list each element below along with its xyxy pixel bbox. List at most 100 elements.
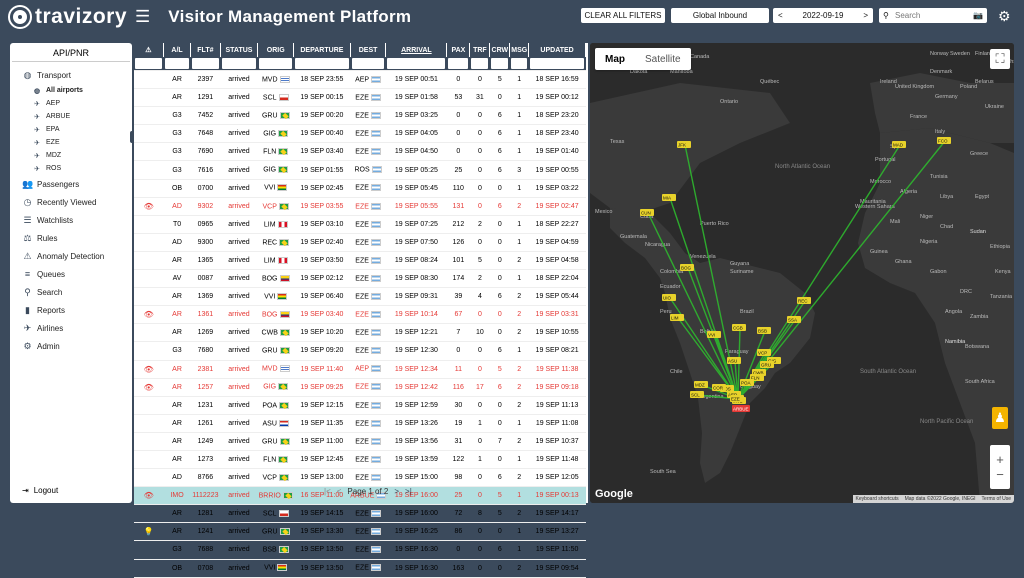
airport-marker-asu[interactable]: ASU [727,357,741,364]
column-filter-1[interactable] [163,57,192,71]
airport-marker-bsb[interactable]: BSB [757,327,771,334]
column-filter-5[interactable] [293,57,351,71]
sidebar-item-recently-viewed[interactable]: ◷ Recently Viewed [10,193,132,211]
airport-marker-rec[interactable]: REC [797,297,811,304]
column-header-3[interactable]: STATUS [220,43,259,57]
table-row[interactable]: 👁 AD 9302 arrived VCP 19 SEP 03:55 EZE 19 SEP 0… [134,197,586,216]
airport-marker-vcp[interactable]: VCP [757,349,771,356]
column-filter-3[interactable] [220,57,259,71]
app-logo[interactable]: travizory [8,0,127,34]
tab-map[interactable]: Map [605,53,625,65]
table-row[interactable]: G3 7616 arrived GIG 19 SEP 01:55 ROS 19 SEP 05… [134,160,586,180]
column-header-11[interactable]: MSG [509,43,530,57]
airport-marker-arbue[interactable]: ARBUE [732,405,750,412]
first-page-button[interactable]: |< [324,487,331,496]
column-filter-2[interactable] [190,57,221,71]
airport-marker-uio[interactable]: UIO [662,294,676,301]
column-header-5[interactable]: DEPARTURE [293,43,351,57]
column-filter-4[interactable] [257,57,295,71]
flight-route-line[interactable] [647,212,739,400]
airport-marker-mad[interactable]: MAD [892,141,906,148]
airport-marker-lim[interactable]: LIM [670,314,684,321]
table-row[interactable]: G3 7690 arrived FLN 19 SEP 03:40 EZE 19 SEP 04… [134,142,586,162]
table-row[interactable]: 💡 AR 1241 arrived GRU 19 SEP 13:30 EZE 19 SEP 1… [134,522,586,542]
airport-marker-cgb[interactable]: CGB [732,324,746,331]
airport-marker-fco[interactable]: FCO [937,137,951,144]
airport-marker-vvi[interactable]: VVI [707,331,721,338]
column-header-6[interactable]: DEST [350,43,387,57]
column-header-1[interactable]: A/L [163,43,192,57]
table-row[interactable]: AR 1249 arrived GRU 19 SEP 11:00 EZE 19 SEP 13… [134,432,586,451]
column-header-12[interactable]: UPDATED [528,43,586,57]
sidebar-item-airlines[interactable]: ✈ Airlines [10,319,132,337]
table-row[interactable]: T0 0965 arrived LIM 19 SEP 03:10 EZE 19 SEP 07… [134,215,586,234]
sidebar-airport-all-airports[interactable]: ◍ All airports [10,84,132,97]
tab-satellite[interactable]: Satellite [645,53,681,65]
table-row[interactable]: AR 1365 arrived LIM 19 SEP 03:50 EZE 19 SEP 08… [134,251,586,271]
sidebar-item-reports[interactable]: ▮ Reports [10,301,132,319]
table-row[interactable]: G3 7648 arrived GIG 19 SEP 00:40 EZE 19 SEP 04… [134,124,586,144]
airport-marker-poa[interactable]: POA [740,379,754,386]
sidebar-airport-arbue[interactable]: ✈ ARBUE [10,110,132,123]
table-row[interactable]: OB 0700 arrived VVI 19 SEP 02:45 EZE 19 SEP 05… [134,179,586,198]
sidebar-collapse-handle[interactable] [130,131,136,143]
airport-marker-mdz[interactable]: MDZ [694,381,708,388]
hamburger-menu-icon[interactable]: ☰ [135,7,151,26]
clear-all-filters-button[interactable]: CLEAR ALL FILTERS [581,8,665,23]
column-filter-8[interactable] [446,57,471,71]
airport-marker-jfk[interactable]: JFK [677,141,691,148]
sidebar-item-queues[interactable]: ≡ Queues [10,265,132,283]
table-row[interactable]: G3 7452 arrived GRU 19 SEP 00:20 EZE 19 SEP 03… [134,106,586,126]
map-canvas[interactable]: North Pacific Ocean South Atlantic Ocean N… [590,43,1014,503]
table-row[interactable]: 👁 AR 1257 arrived GIG 19 SEP 09:25 EZE 19 SEP 1… [134,378,586,397]
last-page-button[interactable]: >| [405,487,412,496]
column-filter-12[interactable] [528,57,586,71]
airport-marker-bog[interactable]: BOG [680,264,694,271]
sidebar-airport-eze[interactable]: ✈ EZE [10,136,132,149]
table-row[interactable]: AD 8766 arrived VCP 19 SEP 13:00 EZE 19 SEP 15… [134,468,586,488]
search-box[interactable]: ⚲ Search 📷 [879,8,987,23]
table-row[interactable]: 👁 AR 2381 arrived MVD 19 SEP 11:40 AEP 19 SEP 1… [134,360,586,379]
flight-route-line[interactable] [737,144,901,400]
column-header-4[interactable]: ORIG [257,43,295,57]
sidebar-item-watchlists[interactable]: ☰ Watchlists [10,211,132,229]
table-row[interactable]: AR 1261 arrived ASU 19 SEP 11:35 EZE 19 SEP 13… [134,414,586,433]
table-row[interactable]: AR 1269 arrived CWB 19 SEP 10:20 EZE 19 SEP 12… [134,323,586,343]
airport-marker-mia[interactable]: MIA [662,194,676,201]
zoom-in-button[interactable]: + [996,452,1004,467]
date-next-button[interactable]: > [863,11,868,20]
table-row[interactable]: 👁 AR 1361 arrived BOG 19 SEP 03:40 EZE 19 SEP 1… [134,305,586,325]
street-view-pegman-icon[interactable]: ♟ [992,407,1008,429]
watch-eye-icon[interactable]: 👁 [143,310,154,320]
search-input[interactable]: Search [895,11,921,20]
flight-route-line[interactable] [737,330,766,400]
flight-map[interactable]: North Pacific Ocean South Atlantic Ocean N… [590,43,1014,503]
table-row[interactable]: AR 1231 arrived POA 19 SEP 12:15 EZE 19 SEP 12… [134,396,586,415]
hint-bulb-icon[interactable]: 💡 [143,527,154,537]
flight-route-line[interactable] [737,140,946,400]
airport-marker-cor[interactable]: COR [712,384,726,391]
table-row[interactable]: AR 1369 arrived VVI 19 SEP 06:40 EZE 19 SEP 09… [134,287,586,307]
watch-eye-icon[interactable]: 👁 [143,382,154,392]
sidebar-item-search[interactable]: ⚲ Search [10,283,132,301]
sidebar-item-transport[interactable]: ◍ Transport [10,66,132,84]
column-header-8[interactable]: PAX [446,43,471,57]
table-row[interactable]: AV 0087 arrived BOG 19 SEP 02:12 EZE 19 SEP 08… [134,269,586,289]
table-row[interactable]: AR 2397 arrived MVD 18 SEP 23:55 AEP 19 SEP 00… [134,70,586,90]
table-row[interactable]: AR 1273 arrived FLN 19 SEP 12:45 EZE 19 SEP 13… [134,450,586,470]
watch-eye-icon[interactable]: 👁 [143,364,154,374]
column-filter-10[interactable] [489,57,511,71]
column-filter-0[interactable] [134,57,164,71]
column-header-9[interactable]: TRF [469,43,491,57]
column-filter-11[interactable] [509,57,530,71]
table-row[interactable]: OB 0708 arrived VVI 19 SEP 13:50 EZE 19 SEP 16… [134,559,586,578]
column-header-10[interactable]: CRW [489,43,511,57]
watch-eye-icon[interactable]: 👁 [143,201,154,211]
next-page-button[interactable]: > [394,487,400,496]
column-header-7[interactable]: ARRIVAL [385,43,448,57]
camera-icon[interactable]: 📷 [973,11,983,20]
settings-gear-icon[interactable]: ⚙ [998,8,1011,24]
sidebar-airport-epa[interactable]: ✈ EPA [10,123,132,136]
table-row[interactable]: 👁 IMO 1112223 arrived BRRIO 16 SEP 11:00 ARBUE… [134,486,586,506]
logout-button[interactable]: ⇥ Logout [22,486,58,495]
